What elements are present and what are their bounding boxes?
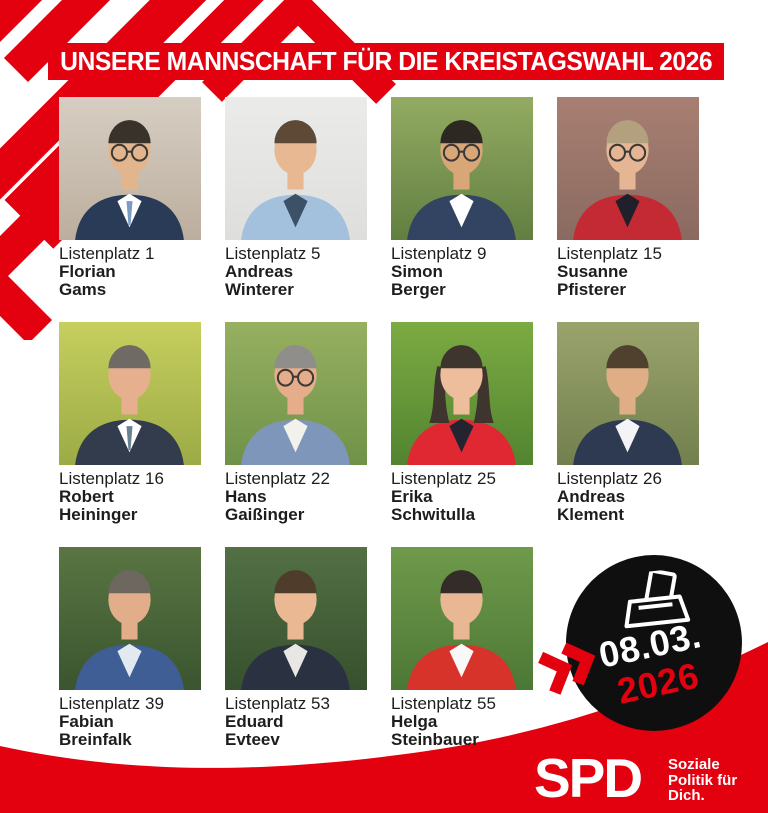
candidate-last-name: Breinfalk [59,730,132,749]
candidate-photo [225,97,367,240]
candidate-caption: Listenplatz 9 Simon Berger [391,245,533,299]
person-silhouette-icon [241,345,350,465]
candidate-listenplatz: Listenplatz 53 [225,694,330,713]
candidate-caption: Listenplatz 16 Robert Heininger [59,470,201,524]
candidate-card: Listenplatz 5 Andreas Winterer [225,97,367,299]
candidate-last-name: Winterer [225,280,294,299]
candidate-caption: Listenplatz 53 Eduard Evteev [225,695,367,749]
candidate-last-name: Gams [59,280,107,299]
candidate-card: Listenplatz 15 Susanne Pfisterer [557,97,699,299]
candidate-first-name: Eduard [225,712,284,731]
candidate-caption: Listenplatz 55 Helga Steinbauer [391,695,533,749]
candidate-first-name: Susanne [557,262,628,281]
candidate-first-name: Robert [59,487,114,506]
candidate-listenplatz: Listenplatz 1 [59,244,155,263]
candidate-first-name: Helga [391,712,438,731]
candidate-caption: Listenplatz 25 Erika Schwitulla [391,470,533,524]
candidate-listenplatz: Listenplatz 55 [391,694,496,713]
candidate-last-name: Pfisterer [557,280,626,299]
candidate-photo [557,322,699,465]
candidate-card: Listenplatz 55 Helga Steinbauer [391,547,533,749]
person-silhouette-icon [75,120,184,240]
candidate-card: Listenplatz 53 Eduard Evteev [225,547,367,749]
person-silhouette-icon [241,120,350,240]
candidate-photo [59,97,201,240]
person-silhouette-icon [407,345,516,465]
candidate-card: Listenplatz 39 Fabian Breinfalk [59,547,201,749]
candidate-photo [391,322,533,465]
candidate-photo [391,547,533,690]
candidate-caption: Listenplatz 15 Susanne Pfisterer [557,245,699,299]
candidate-last-name: Heininger [59,505,138,524]
candidate-photo [225,547,367,690]
candidate-first-name: Andreas [225,262,294,281]
candidate-first-name: Fabian [59,712,114,731]
candidate-last-name: Schwitulla [391,505,476,524]
candidate-caption: Listenplatz 39 Fabian Breinfalk [59,695,201,749]
candidate-caption: Listenplatz 1 Florian Gams [59,245,201,299]
candidate-listenplatz: Listenplatz 5 [225,244,321,263]
candidate-last-name: Gaißinger [225,505,305,524]
candidate-listenplatz: Listenplatz 15 [557,244,662,263]
candidate-photo [225,322,367,465]
candidate-photo [391,97,533,240]
candidate-last-name: Evteev [225,730,280,749]
candidate-first-name: Simon [391,262,443,281]
candidate-caption: Listenplatz 22 Hans Gaißinger [225,470,367,524]
person-silhouette-icon [407,120,516,240]
candidate-photo [557,97,699,240]
candidate-listenplatz: Listenplatz 25 [391,469,496,488]
candidate-last-name: Klement [557,505,625,524]
person-silhouette-icon [573,345,682,465]
candidate-caption: Listenplatz 5 Andreas Winterer [225,245,367,299]
candidate-listenplatz: Listenplatz 26 [557,469,662,488]
candidate-photo [59,547,201,690]
candidate-card: Listenplatz 1 Florian Gams [59,97,201,299]
candidate-card: Listenplatz 16 Robert Heininger [59,322,201,524]
candidate-card: Listenplatz 25 Erika Schwitulla [391,322,533,524]
person-silhouette-icon [241,570,350,690]
election-date-badge: 08.03. 2026 [566,555,742,731]
person-silhouette-icon [573,120,682,240]
candidate-listenplatz: Listenplatz 39 [59,694,164,713]
candidate-first-name: Andreas [557,487,626,506]
candidate-first-name: Erika [391,487,433,506]
person-silhouette-icon [75,345,184,465]
candidate-last-name: Steinbauer [391,730,479,749]
person-silhouette-icon [75,570,184,690]
candidate-first-name: Florian [59,262,116,281]
candidate-listenplatz: Listenplatz 9 [391,244,487,263]
candidate-card: Listenplatz 22 Hans Gaißinger [225,322,367,524]
candidate-first-name: Hans [225,487,267,506]
person-silhouette-icon [407,570,516,690]
candidate-listenplatz: Listenplatz 16 [59,469,164,488]
candidate-photo [59,322,201,465]
candidate-card: Listenplatz 9 Simon Berger [391,97,533,299]
candidate-card: Listenplatz 26 Andreas Klement [557,322,699,524]
candidate-last-name: Berger [391,280,446,299]
candidate-caption: Listenplatz 26 Andreas Klement [557,470,699,524]
candidate-listenplatz: Listenplatz 22 [225,469,330,488]
ballot-box-icon [624,568,691,629]
